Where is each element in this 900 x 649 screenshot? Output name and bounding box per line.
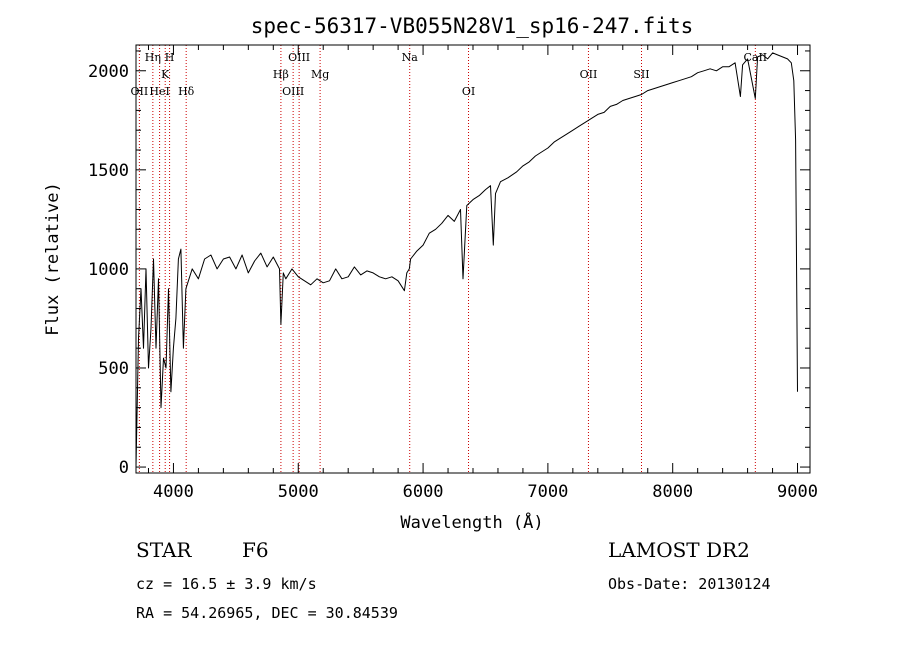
y-tick-label: 1000 (88, 260, 129, 280)
spectrum-series (135, 52, 798, 468)
y-tick-label: 2000 (88, 62, 129, 82)
line-label-9: Mg (311, 68, 329, 81)
line-markers (138, 45, 756, 473)
line-label-2: HeI (149, 85, 169, 98)
line-label-3: K (161, 68, 170, 81)
x-tick-label: 7000 (527, 482, 568, 502)
line-label-6: Hβ (273, 68, 289, 81)
line-label-4: H (165, 51, 175, 64)
plot-frame (135, 44, 811, 474)
line-label-1: Hη (145, 51, 161, 64)
line-label-8: OIII (288, 51, 310, 64)
y-axis-ticks: 0 500 1000 1500 2000 (88, 50, 810, 478)
x-tick-label: 8000 (652, 482, 693, 502)
x-tick-label: 5000 (278, 482, 319, 502)
line-label-12: OII (580, 68, 598, 81)
line-label-10: Na (402, 51, 419, 64)
line-label-7: OIII (282, 85, 304, 98)
x-tick-label: 9000 (777, 482, 818, 502)
y-axis-label: Flux (relative) (43, 182, 63, 336)
survey-name: LAMOST DR2 (608, 538, 750, 562)
coordinates: RA = 54.26965, DEC = 30.84539 (136, 604, 398, 622)
y-tick-label: 1500 (88, 161, 129, 181)
object-class: STAR (136, 538, 192, 562)
line-label-5: Hδ (178, 85, 195, 98)
y-tick-label: 500 (98, 359, 129, 379)
x-tick-label: 6000 (403, 482, 444, 502)
x-axis-label: Wavelength (Å) (400, 511, 543, 533)
obs-date: Obs-Date: 20130124 (608, 575, 771, 593)
line-label-13: SII (633, 68, 649, 81)
chart-title: spec-56317-VB055N28V1_sp16-247.fits (251, 14, 694, 38)
spectrum-line (135, 52, 798, 468)
redshift-readout: cz = 16.5 ± 3.9 km/s (136, 575, 317, 593)
line-label-0: OII (131, 85, 149, 98)
x-axis-ticks: 4000 5000 6000 7000 8000 9000 (147, 45, 818, 502)
line-label-11: OI (462, 85, 475, 98)
object-subclass: F6 (242, 538, 269, 562)
x-tick-label: 4000 (153, 482, 194, 502)
line-label-14: CaII (743, 51, 767, 64)
y-tick-label: 0 (119, 458, 129, 478)
